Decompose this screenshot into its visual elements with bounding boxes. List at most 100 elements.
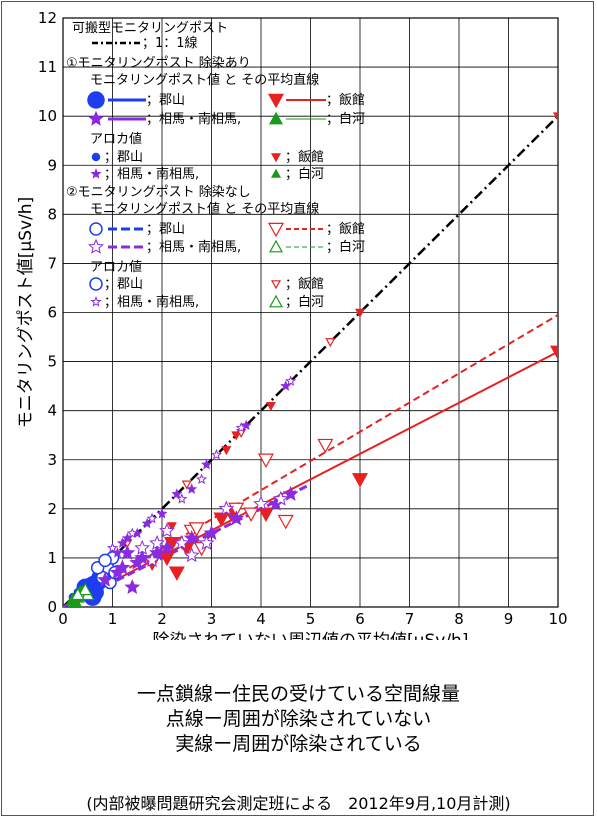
soma-point [171, 488, 183, 499]
soma-point [198, 534, 215, 550]
y-tick-label: 8 [47, 205, 57, 223]
iitate-point [552, 112, 558, 122]
soma-point [149, 544, 165, 560]
x-axis-label: 除染されていない周辺値の平均値[μSv/h] [153, 631, 469, 640]
iitate-point [257, 507, 274, 522]
iitate-point [354, 308, 366, 318]
soma-point [210, 448, 222, 460]
y-tick-label: 3 [47, 451, 57, 469]
iitate-point [168, 566, 185, 581]
x-tick-label: 9 [504, 610, 514, 628]
soma-point [126, 527, 138, 539]
monitoring-post-chart: 0123456789100123456789101112除染されていない周辺値の… [16, 9, 568, 640]
x-tick-label: 8 [454, 610, 464, 628]
x-tick-label: 1 [108, 610, 118, 628]
reference-line-1to1 [63, 115, 558, 607]
soma-point [144, 552, 161, 568]
soma-point [159, 522, 175, 538]
soma-point [196, 473, 208, 485]
legend-group2: ②モニタリングポスト 除染なし [66, 185, 251, 200]
legend-subhead-2: モニタリングポスト値 と その平均直線 [90, 201, 319, 217]
shirakawa-point [68, 594, 83, 607]
y-tick-label: 7 [47, 254, 57, 272]
g1a-legend-label-shirakawa: ；白河 [285, 166, 324, 182]
g1a-legend-marker-koriyama [91, 152, 101, 162]
g1-legend-marker-soma [88, 110, 104, 126]
legend-group1: ①モニタリングポスト 除染あり [66, 56, 251, 71]
legend-ref-label: ；1：1線 [142, 35, 198, 51]
soma-point [116, 537, 128, 548]
koriyama-point [98, 553, 112, 568]
fit-line-decontaminated [63, 350, 558, 607]
soma-point [183, 530, 200, 545]
iitate-point [181, 480, 192, 490]
soma-point [176, 493, 188, 504]
soma-point [114, 559, 131, 575]
iitate-point [243, 507, 260, 522]
y-tick-label: 5 [47, 353, 57, 371]
iitate-point [265, 401, 276, 411]
g2a-legend-marker-koriyama [89, 277, 103, 291]
shirakawa-point [78, 582, 93, 596]
y-tick-label: 9 [47, 156, 57, 174]
g1-legend-marker-iitate [267, 93, 285, 109]
g2-legend-label-soma: ；相馬・南相馬, [146, 239, 241, 255]
x-tick-label: 7 [405, 610, 415, 628]
soma-point [173, 534, 190, 550]
g2-legend-marker-shirakawa [268, 239, 284, 253]
y-tick-label: 1 [47, 549, 57, 567]
soma-point [203, 525, 220, 541]
soma-point [285, 375, 297, 386]
y-tick-label: 4 [47, 402, 57, 420]
g2-legend-marker-koriyama [89, 222, 103, 236]
plot-area [63, 112, 558, 607]
fit-line-not-decontaminated [63, 314, 558, 607]
x-tick-label: 6 [355, 610, 365, 628]
legend-aloka-2: アロカ値 [90, 259, 142, 275]
iitate-point [158, 551, 175, 567]
soma-point [97, 571, 113, 587]
g1-legend-label-iitate: ；飯館 [326, 93, 365, 108]
y-tick-label: 12 [38, 9, 57, 27]
soma-point [218, 500, 235, 516]
g2-legend-label-koriyama: ；郡山 [146, 222, 185, 237]
soma-point [129, 554, 146, 570]
iitate-point [166, 522, 177, 532]
caption-line-1: 一点鎖線ー住民の受けている空間線量 [136, 683, 460, 705]
soma-point [228, 510, 245, 526]
g1a-legend-label-iitate: ；飯館 [285, 150, 324, 165]
y-tick-label: 2 [47, 500, 57, 518]
caption-line-3: 実線ー周囲が除染されている [175, 733, 422, 755]
g2a-legend-label-koriyama: ；郡山 [104, 277, 143, 292]
y-tick-label: 11 [38, 58, 57, 76]
g1-legend-label-shirakawa: ；白河 [326, 111, 365, 127]
g1a-legend-marker-iitate [270, 153, 282, 163]
source-note: (内部被曝問題研究会測定班による 2012年9月,10月計測) [86, 794, 511, 813]
y-tick-label: 6 [47, 304, 57, 322]
plot-border [62, 17, 559, 608]
iitate-point [277, 514, 294, 530]
g1-legend-marker-shirakawa [268, 111, 284, 125]
soma-point [134, 539, 151, 555]
soma-point [235, 421, 247, 433]
y-tick-label: 0 [47, 598, 57, 616]
iitate-point [213, 512, 230, 527]
soma-point [159, 539, 175, 555]
x-tick-label: 3 [207, 610, 217, 628]
iitate-point [317, 438, 334, 454]
g2-legend-label-shirakawa: ；白河 [326, 239, 365, 255]
g2-legend-label-iitate: ；飯館 [326, 222, 365, 237]
g1a-legend-marker-shirakawa [270, 168, 282, 178]
soma-point [253, 495, 269, 511]
soma-point [106, 542, 119, 553]
x-tick-label: 5 [306, 610, 316, 628]
x-tick-label: 4 [256, 610, 266, 628]
g1a-legend-marker-soma [90, 168, 102, 179]
g2a-legend-label-iitate: ；飯館 [285, 277, 324, 292]
g2a-legend-label-shirakawa: ；白河 [285, 294, 324, 310]
g1-legend-label-koriyama: ；郡山 [146, 93, 185, 108]
x-tick-label: 10 [548, 610, 567, 628]
g1-legend-label-soma: ；相馬・南相馬, [146, 111, 241, 127]
iitate-point [549, 345, 558, 361]
